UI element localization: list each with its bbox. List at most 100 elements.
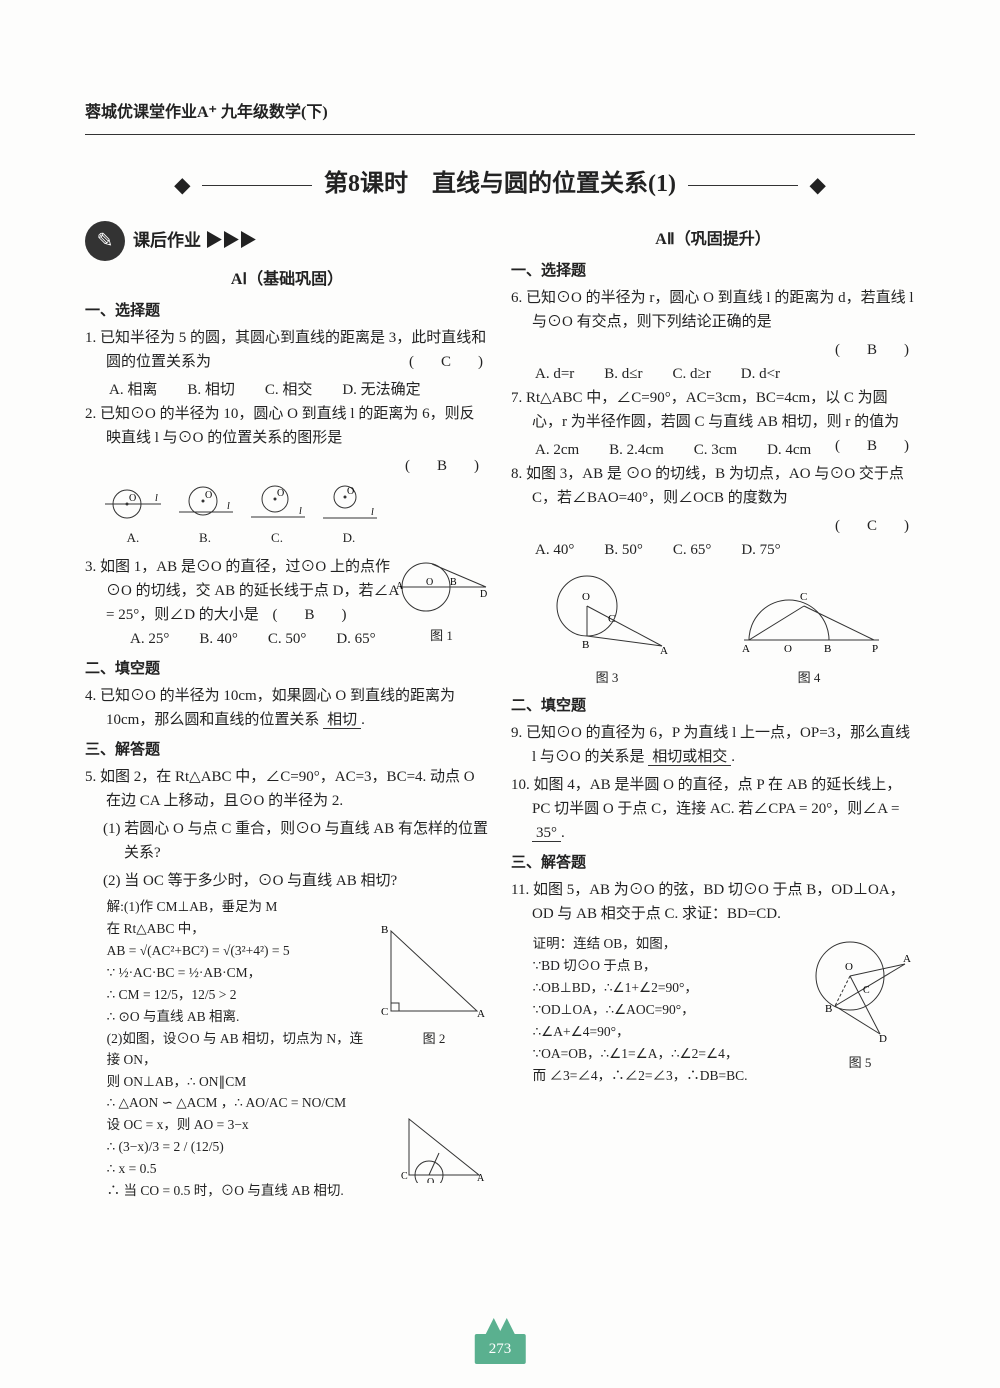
two-column-layout: ✎ 课后作业 ▶▶▶ AⅠ（基础巩固） 一、选择题 1. 已知半径为 5 的圆，… — [85, 221, 915, 1203]
svg-text:A: A — [477, 1008, 485, 1020]
q8-options: A. 40° B. 50° C. 65° D. 75° — [511, 538, 915, 562]
q2-label-d: D. — [319, 528, 379, 549]
svg-text:l: l — [299, 506, 302, 517]
fig4-icon: A O B P C — [734, 568, 884, 658]
q10-answer: 35° — [532, 825, 561, 842]
q7-answer: ( B ) — [856, 434, 915, 458]
fig2: C B A 图 2 — [379, 921, 489, 1049]
svg-text:O: O — [205, 490, 212, 501]
fig5-label: 图 5 — [805, 1053, 915, 1073]
q1-options: A. 相离 B. 相切 C. 相交 D. 无法确定 — [85, 378, 489, 402]
right-solve-heading: 三、解答题 — [511, 851, 915, 875]
q5-solution: C B A 图 2 解:(1)作 CM⊥AB，垂足为 M 在 Rt△ABC 中，… — [85, 897, 489, 1203]
q5-part2: (2) 当 OC 等于多少时，⊙O 与直线 AB 相切? — [85, 869, 489, 893]
fig3-label: 图 3 — [542, 668, 672, 689]
circle-line-b-icon: Ol — [175, 484, 235, 522]
q2-fig-a: Ol A. — [103, 484, 163, 550]
q7-text: 7. Rt△ABC 中，∠C=90°，AC=3cm，BC=4cm，以 C 为圆心… — [511, 390, 899, 430]
svg-text:B: B — [381, 924, 388, 936]
circle-line-d-icon: Ol — [319, 484, 379, 522]
svg-text:B: B — [450, 577, 457, 588]
svg-text:B: B — [582, 639, 589, 651]
q4-answer: 相切 — [323, 712, 361, 729]
svg-text:B: B — [825, 1003, 832, 1015]
q8: 8. 如图 3，AB 是 ⊙O 的切线，B 为切点，AO 与⊙O 交于点 C，若… — [511, 462, 915, 510]
q6-answer-row: ( B ) — [511, 338, 915, 362]
figs-3-4: O C B A 图 3 A O B — [511, 568, 915, 689]
q5-text: 5. 如图 2，在 Rt△ABC 中，∠C=90°，AC=3，BC=4. 动点 … — [85, 769, 475, 809]
q3: A O B D 图 1 3. 如图 1，AB 是⊙O 的直径，过⊙O 上的点作⊙… — [85, 555, 489, 651]
q5-part2-text: (2) 当 OC 等于多少时，⊙O 与直线 AB 相切? — [103, 873, 397, 889]
left-column: ✎ 课后作业 ▶▶▶ AⅠ（基础巩固） 一、选择题 1. 已知半径为 5 的圆，… — [85, 221, 489, 1203]
fig1-icon: A O B D — [394, 555, 489, 617]
q8-answer-row: ( C ) — [511, 514, 915, 538]
svg-text:l: l — [227, 501, 230, 512]
fig3: O C B A 图 3 — [542, 568, 672, 689]
svg-text:l: l — [371, 507, 374, 518]
q2-figures: Ol A. Ol B. Ol C. Ol D. — [85, 484, 489, 550]
page-number-badge: 273 — [475, 1334, 526, 1364]
lesson-title: ◆ 第8课时 直线与圆的位置关系(1) ◆ — [85, 165, 915, 203]
q2-fig-b: Ol B. — [175, 484, 235, 550]
q11-proof: O A C B D 图 5 证明：连结 OB，如图， ∵BD 切⊙O 于点 B，… — [511, 934, 915, 1087]
svg-text:l: l — [155, 493, 158, 504]
svg-text:O: O — [129, 493, 136, 504]
svg-text:C: C — [381, 1006, 388, 1018]
q2-text: 2. 已知⊙O 的半径为 10，圆心 O 到直线 l 的距离为 6，则反映直线 … — [85, 406, 475, 446]
q2: 2. 已知⊙O 的半径为 10，圆心 O 到直线 l 的距离为 6，则反映直线 … — [85, 402, 489, 450]
fig1-label: 图 1 — [415, 626, 489, 647]
clock-icon: ✎ — [85, 221, 125, 261]
q8-answer: ( C ) — [835, 518, 915, 534]
q6-text: 6. 已知⊙O 的半径为 r，圆心 O 到直线 l 的距离为 d，若直线 l 与… — [511, 290, 914, 330]
q9: 9. 已知⊙O 的直径为 6，P 为直线 l 上一点，OP=3，那么直线 l 与… — [511, 721, 915, 769]
sol-s0: 解:(1)作 CM⊥AB，垂足为 M — [107, 897, 489, 918]
q2-label-c: C. — [247, 528, 307, 549]
q2-answer-row: ( B ) — [85, 454, 489, 478]
left-fill-heading: 二、填空题 — [85, 657, 489, 681]
svg-text:D: D — [879, 1033, 887, 1044]
diamond-left: ◆ — [175, 174, 190, 196]
page-number: 273 — [489, 1341, 512, 1357]
fig2-label: 图 2 — [379, 1029, 489, 1049]
svg-text:C: C — [401, 1171, 408, 1182]
svg-text:O: O — [277, 488, 284, 499]
circle-line-c-icon: Ol — [247, 484, 307, 522]
fig5-icon: O A C B D — [805, 934, 915, 1044]
q7: 7. Rt△ABC 中，∠C=90°，AC=3cm，BC=4cm，以 C 为圆心… — [511, 386, 915, 434]
q2-label-a: A. — [103, 528, 163, 549]
svg-text:O: O — [784, 643, 792, 655]
fig3-icon: O C B A — [542, 568, 672, 658]
q11-text: 11. 如图 5，AB 为⊙O 的弦，BD 切⊙O 于点 B，OD⊥OA，OD … — [511, 882, 905, 922]
header-rule — [85, 134, 915, 135]
q9-answer: 相切或相交 — [648, 749, 731, 766]
q10-text: 10. 如图 4，AB 是半圆 O 的直径，点 P 在 AB 的延长线上，PC … — [511, 777, 901, 817]
svg-text:C: C — [800, 591, 807, 603]
diamond-right: ◆ — [810, 174, 825, 196]
q6: 6. 已知⊙O 的半径为 r，圆心 O 到直线 l 的距离为 d，若直线 l 与… — [511, 286, 915, 334]
svg-text:C: C — [608, 613, 615, 625]
svg-text:O: O — [347, 486, 354, 497]
svg-text:D: D — [480, 589, 487, 600]
rule-right — [688, 185, 798, 186]
right-fill-heading: 二、填空题 — [511, 694, 915, 718]
svg-text:P: P — [872, 643, 878, 655]
svg-text:B: B — [824, 643, 831, 655]
q1: 1. 已知半径为 5 的圆，其圆心到直线的距离是 3，此时直线和圆的位置关系为 … — [85, 326, 489, 374]
right-column: AⅡ（巩固提升） 一、选择题 6. 已知⊙O 的半径为 r，圆心 O 到直线 l… — [511, 221, 915, 1203]
rule-left — [202, 185, 312, 186]
q11: 11. 如图 5，AB 为⊙O 的弦，BD 切⊙O 于点 B，OD⊥OA，OD … — [511, 878, 915, 926]
homework-badge-title: 课后作业 ▶▶▶ — [133, 227, 256, 254]
circle-line-a-icon: Ol — [103, 484, 163, 522]
q2-fig-c: Ol C. — [247, 484, 307, 550]
q8-text: 8. 如图 3，AB 是 ⊙O 的切线，B 为切点，AO 与⊙O 交于点 C，若… — [511, 466, 904, 506]
lesson-title-text: 第8课时 直线与圆的位置关系(1) — [324, 171, 676, 197]
q1-answer: ( C ) — [430, 350, 489, 374]
fig2b: COA — [399, 1109, 489, 1189]
svg-text:O: O — [426, 577, 433, 588]
fig1: A O B D 图 1 — [415, 555, 489, 647]
q4-text: 4. 已知⊙O 的半径为 10cm，如果圆心 O 到直线的距离为 10cm，那么… — [85, 688, 455, 728]
svg-text:A: A — [477, 1173, 485, 1183]
q2-label-b: B. — [175, 528, 235, 549]
right-choice-heading: 一、选择题 — [511, 259, 915, 283]
q5: 5. 如图 2，在 Rt△ABC 中，∠C=90°，AC=3，BC=4. 动点 … — [85, 765, 489, 813]
